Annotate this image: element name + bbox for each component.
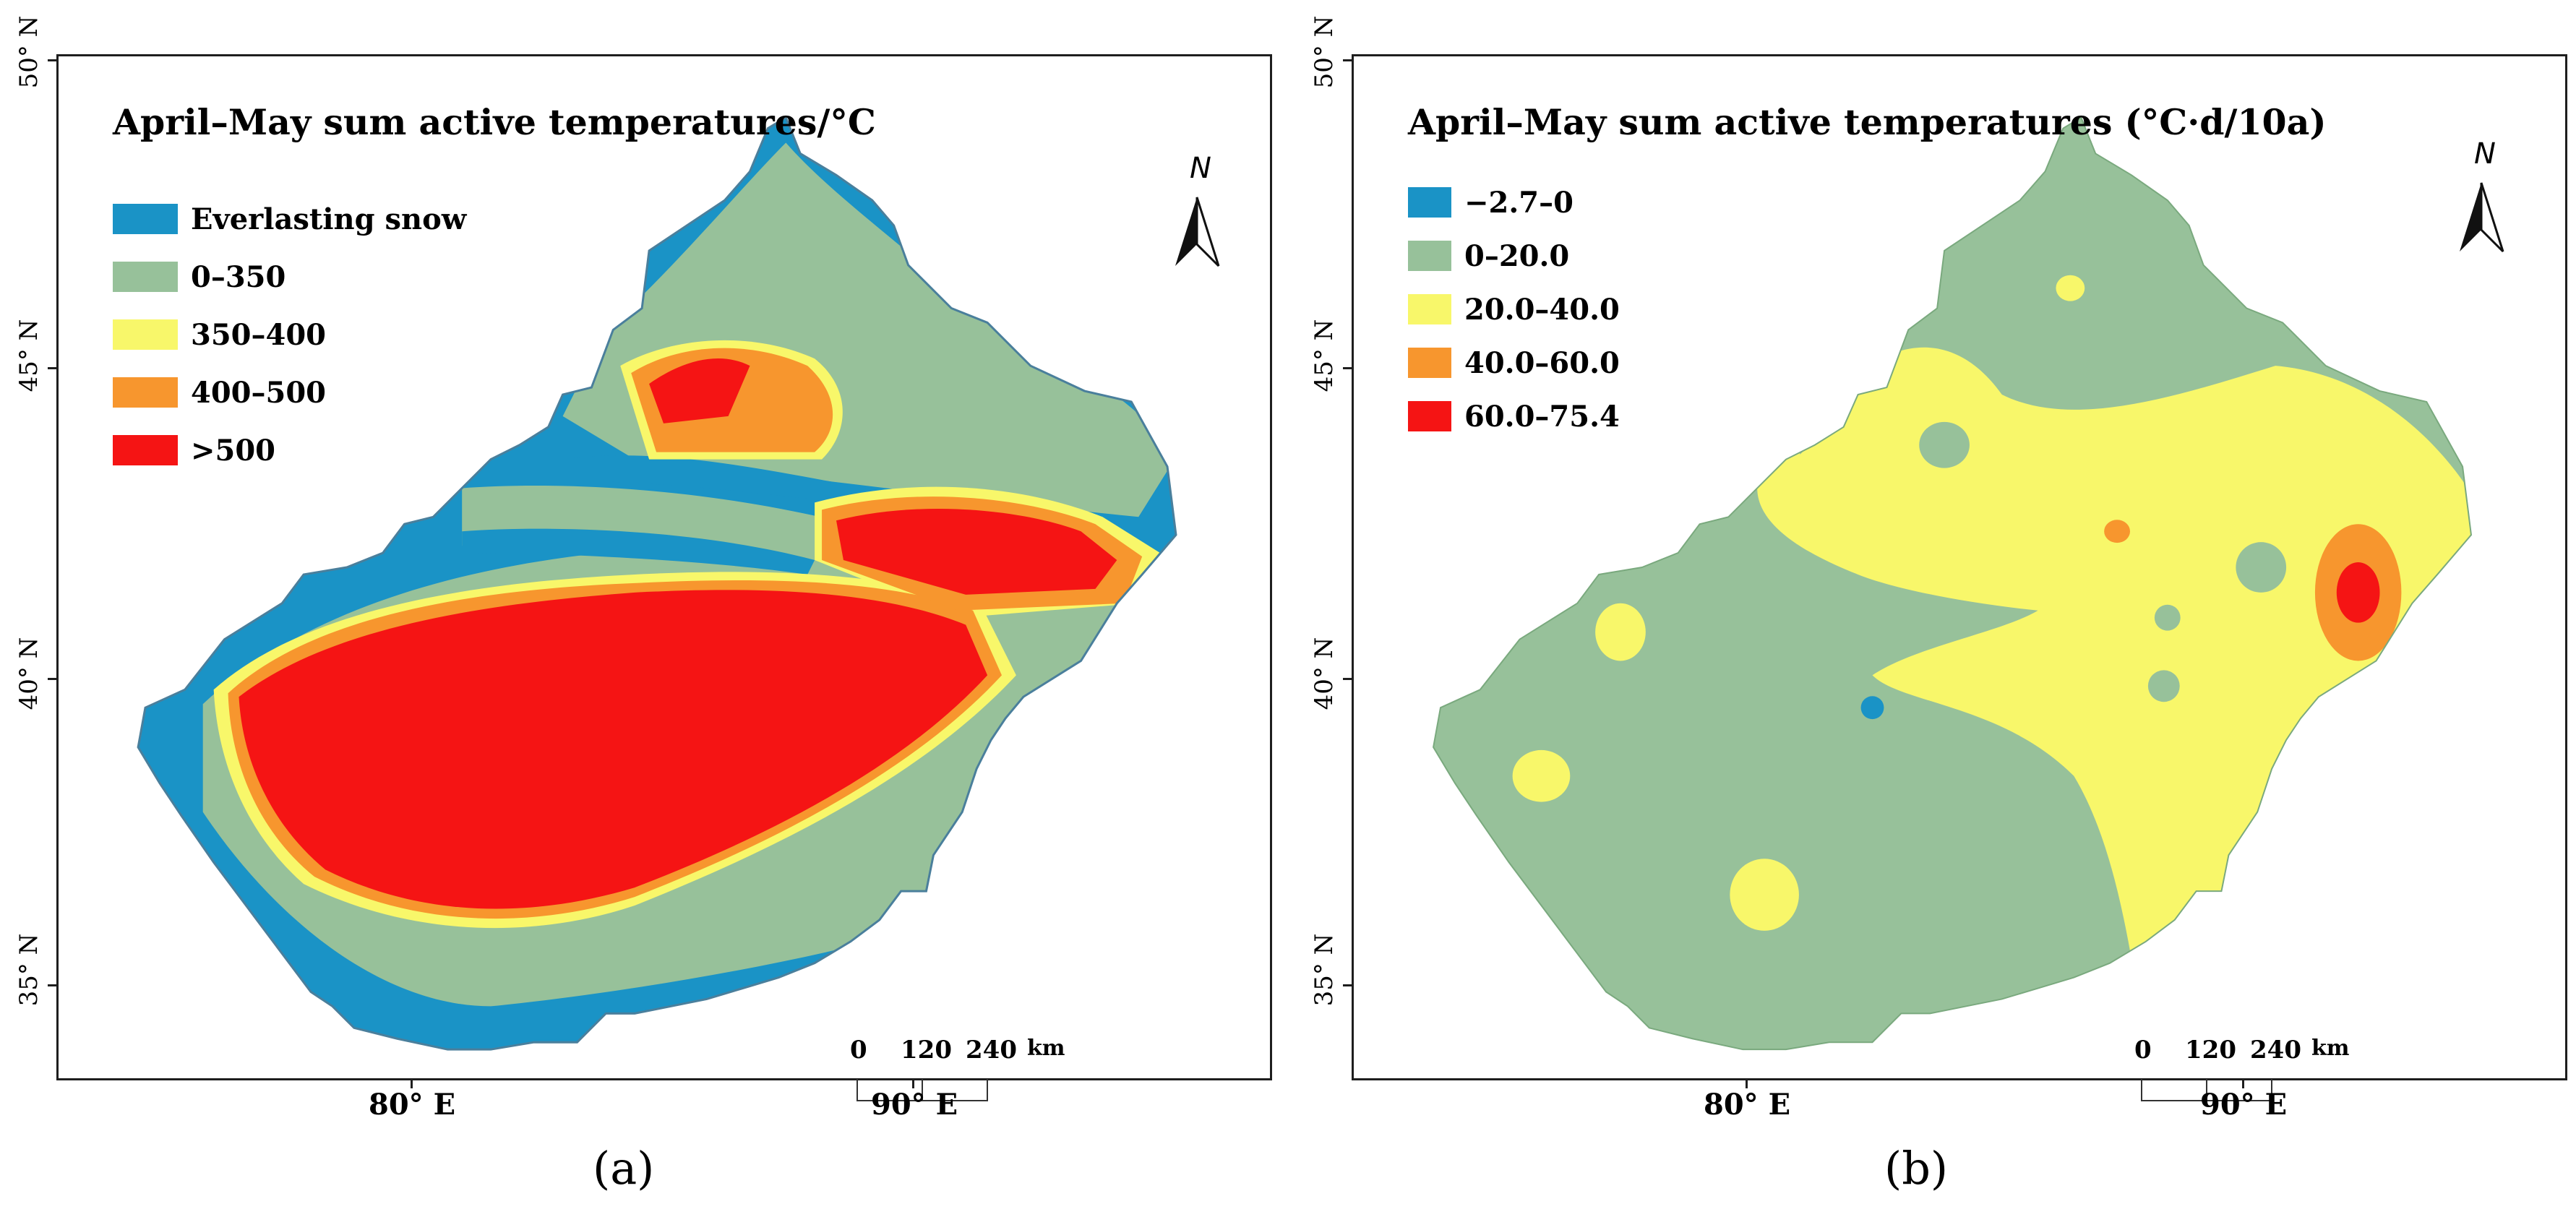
lon-label-90e: 90° E (2200, 1088, 2288, 1122)
lat-tick (1343, 59, 1353, 61)
panel-a: 50° N 45° N 40° N 35° N (14, 15, 1272, 1195)
xinjiang-map-b (1433, 116, 2473, 1051)
legend-swatch (1408, 294, 1451, 324)
lat-tick (1343, 678, 1353, 680)
legend-swatch (1408, 401, 1451, 431)
scale-bar-line (2141, 1079, 2272, 1101)
north-letter: N (1190, 152, 1211, 185)
blue-spot (1860, 696, 1884, 720)
legend-swatch (1408, 241, 1451, 271)
scale-bar: 0 120 240 km (2134, 1036, 2351, 1115)
legend-label: 0–20.0 (1464, 238, 1570, 273)
legend-swatch (113, 377, 178, 408)
lat-label-50n: 50° N (14, 15, 43, 89)
panel-letter-b: (b) (1884, 1142, 1949, 1195)
lat-label-35n: 35° N (14, 933, 43, 1007)
legend-label: −2.7–0 (1464, 185, 1573, 220)
legend-swatch (113, 319, 178, 350)
map-frame-b: April–May sum active temperatures (°C·d/… (1352, 54, 2567, 1101)
legend: Everlasting snow 0–350 350–400 400–500 >… (113, 190, 466, 479)
legend-item: 400–500 (113, 364, 466, 421)
xinjiang-map-a (137, 116, 1177, 1051)
legend-label: 350–400 (191, 317, 326, 352)
scale-unit: km (1027, 1036, 1065, 1061)
region-boundary (1433, 116, 2473, 1051)
legend-item: 350–400 (113, 306, 466, 364)
legend-item: 40.0–60.0 (1408, 336, 1620, 390)
legend-label: 20.0–40.0 (1464, 292, 1620, 327)
legend-label: 0–350 (191, 259, 286, 294)
scale-tick-0: 0 (850, 1036, 867, 1065)
lon-label-90e: 90° E (871, 1088, 958, 1122)
legend-item: Everlasting snow (113, 190, 466, 248)
lon-tick (912, 1078, 914, 1088)
lat-label-45n: 45° N (1310, 319, 1339, 392)
lat-label-45n: 45° N (14, 319, 43, 392)
scale-tick-120: 120 (901, 1036, 952, 1065)
legend-label: 400–500 (191, 375, 326, 410)
legend-swatch (113, 204, 178, 234)
lon-tick (2242, 1078, 2244, 1088)
legend-item: −2.7–0 (1408, 176, 1620, 229)
map-frame-a: April–May sum active temperatures/°C Eve… (56, 54, 1272, 1101)
legend-item: 20.0–40.0 (1408, 283, 1620, 336)
legend-item: 60.0–75.4 (1408, 390, 1620, 443)
lat-label-40n: 40° N (14, 637, 43, 710)
map-title: April–May sum active temperatures/°C (113, 101, 876, 143)
legend-item: >500 (113, 421, 466, 479)
legend-label: 40.0–60.0 (1464, 345, 1620, 380)
panel-letter-a: (a) (593, 1142, 655, 1195)
legend-swatch (113, 262, 178, 292)
legend-label: >500 (191, 433, 276, 468)
scale-bar: 0 120 240 km (850, 1036, 1067, 1115)
north-arrow: N (1164, 152, 1229, 288)
north-letter: N (2474, 137, 2496, 171)
legend: −2.7–0 0–20.0 20.0–40.0 40.0–60.0 60.0–7… (1408, 176, 1620, 443)
lat-tick (1343, 367, 1353, 369)
scale-tick-240: 240 (966, 1036, 1017, 1065)
lat-label-35n: 35° N (1310, 933, 1339, 1007)
lat-tick (48, 678, 58, 680)
legend-swatch (1408, 348, 1451, 378)
lat-tick (48, 59, 58, 61)
legend-swatch (113, 435, 178, 465)
legend-label: 60.0–75.4 (1464, 399, 1620, 434)
scale-tick-120: 120 (2185, 1036, 2236, 1065)
scale-bar-line (856, 1079, 988, 1101)
map-title: April–May sum active temperatures (°C·d/… (1408, 101, 2327, 143)
north-arrow: N (2449, 137, 2514, 273)
legend-label: Everlasting snow (191, 202, 467, 236)
north-arrow-icon (1175, 197, 1220, 267)
legend-item: 0–20.0 (1408, 229, 1620, 283)
lat-tick (1343, 984, 1353, 986)
legend-swatch (1408, 187, 1451, 218)
scale-tick-0: 0 (2134, 1036, 2152, 1065)
red-core (2336, 562, 2380, 623)
lon-label-80e: 80° E (369, 1088, 456, 1122)
lon-tick (1746, 1078, 1748, 1088)
north-arrow-icon (2460, 182, 2504, 253)
lon-label-80e: 80° E (1704, 1088, 1791, 1122)
lat-tick (48, 367, 58, 369)
region-boundary (137, 116, 1177, 1051)
legend-item: 0–350 (113, 248, 466, 306)
tarim-red-region (239, 590, 988, 909)
lat-label-40n: 40° N (1310, 637, 1339, 710)
lat-label-50n: 50° N (1310, 15, 1339, 89)
panel-b: 50° N 45° N 40° N 35° N (1288, 0, 2576, 1230)
lon-tick (411, 1078, 413, 1088)
scale-unit: km (2311, 1036, 2350, 1061)
lat-tick (48, 984, 58, 986)
scale-tick-240: 240 (2250, 1036, 2301, 1065)
yellow-zone (1757, 347, 2471, 1050)
